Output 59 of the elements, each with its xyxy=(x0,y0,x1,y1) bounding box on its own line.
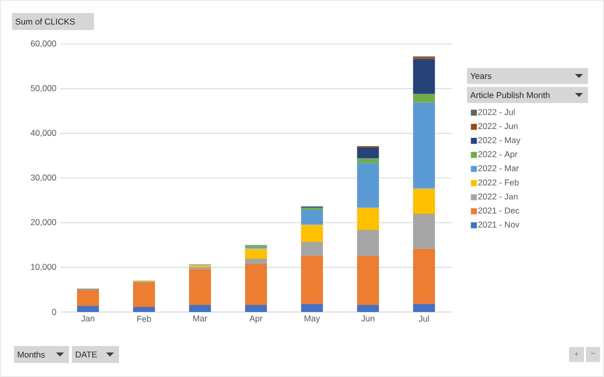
x-tick-label: Jun xyxy=(361,316,374,322)
bar xyxy=(245,248,267,258)
bar xyxy=(413,102,435,188)
x-tick-label: Mar xyxy=(193,316,208,322)
bar xyxy=(301,255,323,304)
bar xyxy=(357,158,379,163)
bar xyxy=(245,258,267,264)
text: + xyxy=(574,352,579,356)
y-tick-label: 30,000 xyxy=(30,174,56,182)
bar xyxy=(413,304,435,312)
bar xyxy=(413,94,435,102)
bar xyxy=(357,147,379,158)
bar xyxy=(413,214,435,249)
bar xyxy=(189,304,211,312)
legend-label: 2022 - Jun xyxy=(478,123,518,130)
bar xyxy=(245,304,267,312)
bar xyxy=(357,304,379,312)
text: Years xyxy=(470,73,492,79)
x-tick-label: Feb xyxy=(137,316,151,322)
bar xyxy=(77,290,99,306)
legend-label: 2022 - Jul xyxy=(478,108,515,116)
bar xyxy=(301,304,323,312)
bar xyxy=(357,230,379,256)
legend-label: 2022 - Apr xyxy=(478,151,518,159)
y-tick-label: 20,000 xyxy=(30,219,56,226)
legend-label: 2022 - May xyxy=(478,137,520,145)
bar xyxy=(357,207,379,230)
bar xyxy=(133,282,155,307)
chart-title: Sum of CLICKS xyxy=(16,18,75,25)
bar xyxy=(77,306,99,312)
bar xyxy=(413,58,435,94)
text: − xyxy=(590,352,596,354)
bar xyxy=(357,255,379,305)
text: DATE xyxy=(76,352,97,358)
x-tick-label: Jul xyxy=(418,316,429,322)
y-tick-label: 50,000 xyxy=(30,85,56,92)
legend-label: 2022 - Jan xyxy=(478,194,518,200)
bar xyxy=(357,162,379,208)
bar xyxy=(301,224,323,242)
legend-label: 2022 - Feb xyxy=(478,179,519,186)
y-tick-label: 60,000 xyxy=(30,40,56,48)
bar xyxy=(245,263,267,305)
y-tick-label: 10,000 xyxy=(31,264,56,271)
bar xyxy=(301,209,323,225)
legend-title: Article Publish Month xyxy=(470,92,550,98)
bar xyxy=(413,248,435,304)
legend-label: 2021 - Dec xyxy=(478,208,520,214)
legend-label: 2022 - Mar xyxy=(478,165,519,172)
x-tick-label: Jan xyxy=(81,316,94,322)
x-tick-label: Apr xyxy=(249,316,262,324)
y-tick-label: 40,000 xyxy=(30,130,56,137)
bar xyxy=(133,306,155,312)
x-tick-label: May xyxy=(304,316,320,324)
bar xyxy=(301,242,323,256)
bar xyxy=(189,269,211,305)
y-tick-label: 0 xyxy=(52,308,56,316)
bar xyxy=(413,188,435,214)
text: Months xyxy=(18,351,45,358)
legend-label: 2021 - Nov xyxy=(478,222,520,228)
